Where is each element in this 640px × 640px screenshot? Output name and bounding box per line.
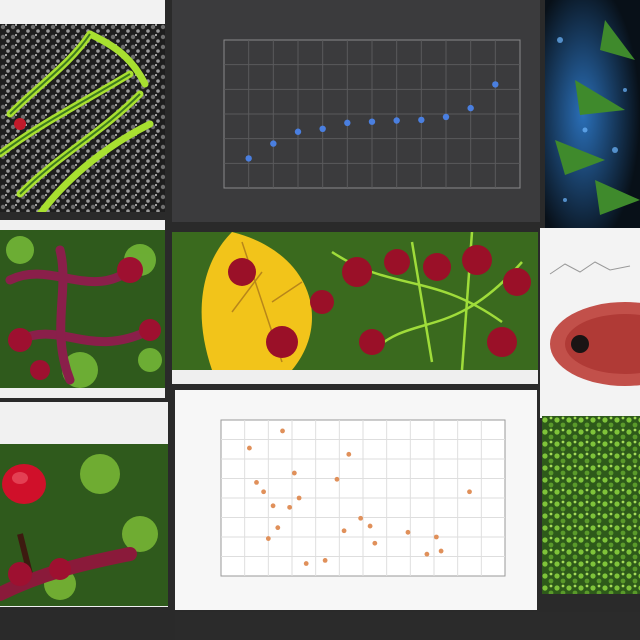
data-point [372, 540, 378, 546]
data-point [433, 534, 439, 540]
data-point [254, 480, 259, 485]
data-point [275, 525, 281, 531]
tendril-image [0, 24, 165, 212]
data-point [467, 489, 472, 495]
data-point [424, 551, 430, 557]
data-point [346, 451, 352, 457]
data-point [367, 523, 373, 529]
data-point [358, 515, 364, 521]
stems-image [0, 230, 165, 388]
chart-dark-plot [223, 39, 521, 189]
section-image [549, 261, 640, 386]
berries-image [172, 232, 538, 370]
tile-stems-photo [0, 220, 165, 398]
bottom-strip [175, 612, 640, 640]
data-point [492, 81, 499, 88]
data-point [294, 128, 302, 135]
chart-tile-dark [172, 0, 540, 222]
tile-tendril-photo [0, 0, 165, 212]
data-point [291, 470, 297, 476]
data-point [322, 558, 328, 563]
data-point [296, 495, 302, 501]
data-point [270, 503, 276, 509]
data-point [344, 119, 351, 127]
data-point [261, 489, 266, 495]
chart-light-plot [220, 419, 506, 577]
data-point [467, 104, 474, 112]
data-point [341, 528, 347, 534]
data-point [247, 445, 252, 451]
data-point [245, 155, 252, 162]
data-point [280, 428, 285, 434]
data-point [405, 529, 411, 535]
data-point [442, 113, 450, 121]
tile-flower-photo [0, 402, 168, 607]
data-point [303, 561, 309, 566]
data-point [270, 140, 277, 147]
tile-berries-photo [172, 232, 538, 384]
data-point [287, 504, 293, 510]
data-point [438, 548, 444, 554]
data-point [334, 476, 340, 482]
data-point [368, 118, 376, 125]
chart-tile-light [175, 390, 537, 610]
data-point [265, 536, 271, 541]
data-point [393, 117, 400, 124]
data-point [319, 125, 326, 132]
foliage-image [545, 0, 640, 228]
data-point [418, 116, 425, 124]
tile-hedge-photo [542, 416, 640, 594]
hedge-image [542, 416, 640, 594]
tile-section-diagram [540, 228, 640, 418]
flower-image [0, 444, 168, 606]
tile-foliage-photo [545, 0, 640, 228]
